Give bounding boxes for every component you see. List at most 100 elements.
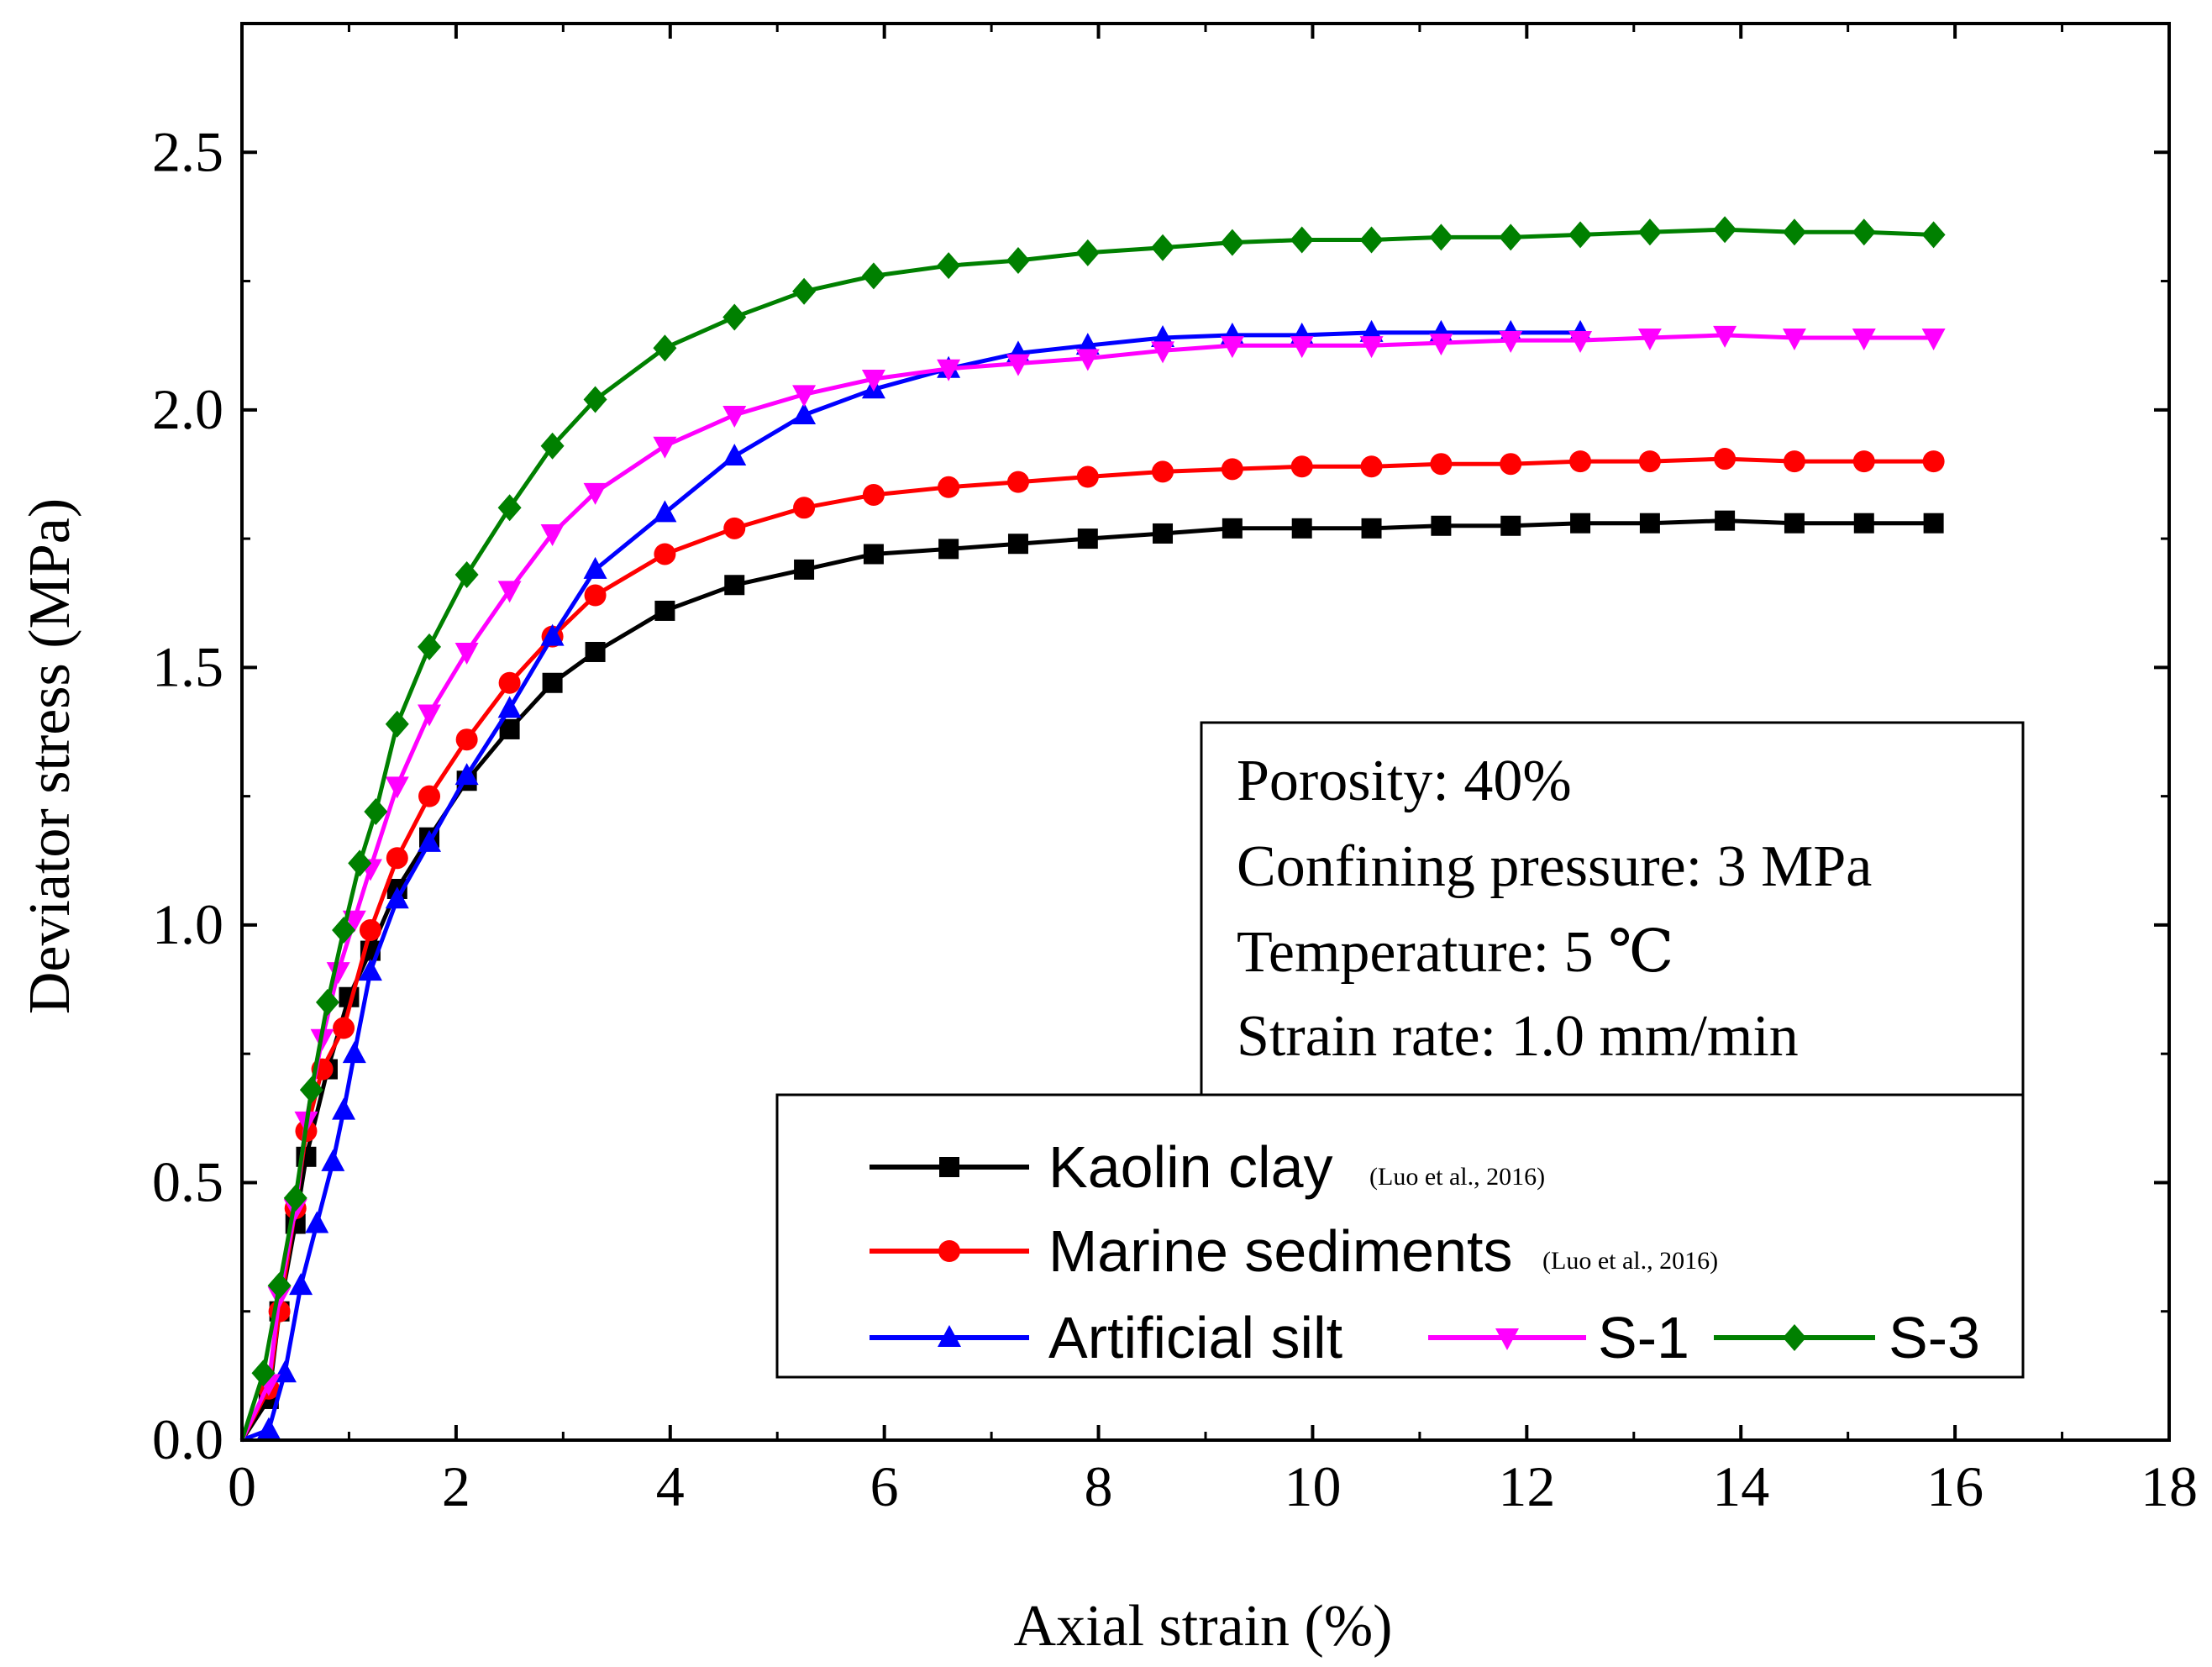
data-point-s-3 bbox=[1075, 239, 1100, 266]
data-point-s-3 bbox=[364, 798, 388, 826]
data-point-marine-sediments bbox=[862, 483, 885, 506]
x-tick-label: 18 bbox=[2141, 1454, 2198, 1518]
data-point-s-1 bbox=[326, 962, 350, 985]
legend-marker-marine-sediments bbox=[938, 1240, 960, 1262]
data-point-marine-sediments bbox=[1360, 455, 1383, 478]
data-point-kaolin-clay bbox=[1153, 523, 1174, 544]
x-tick-label: 14 bbox=[1712, 1454, 1769, 1518]
data-point-artificial-silt bbox=[722, 443, 747, 465]
data-point-s-1 bbox=[1006, 354, 1030, 376]
x-axis-tick-labels: 0 2 4 6 8 10 12 14 16 18 bbox=[228, 1454, 2198, 1518]
data-point-marine-sediments bbox=[1569, 450, 1592, 473]
data-point-s-3 bbox=[1637, 218, 1662, 246]
data-point-s-1 bbox=[497, 581, 522, 603]
data-point-s-1 bbox=[454, 642, 479, 665]
data-point-kaolin-clay bbox=[1291, 518, 1312, 539]
data-point-s-3 bbox=[937, 252, 961, 280]
data-point-s-1 bbox=[1499, 331, 1523, 354]
data-point-artificial-silt bbox=[289, 1273, 313, 1296]
data-point-marine-sediments bbox=[1638, 450, 1661, 473]
data-point-kaolin-clay bbox=[1853, 513, 1874, 534]
data-point-marine-sediments bbox=[1714, 448, 1736, 471]
legend-label-artificial-silt: Artificial silt bbox=[1048, 1305, 1342, 1370]
data-point-s-3 bbox=[722, 303, 747, 331]
legend-marker-artificial-silt bbox=[938, 1325, 961, 1347]
data-point-kaolin-clay bbox=[1500, 515, 1521, 536]
annotation-porosity: Porosity: 40% bbox=[1237, 749, 1572, 813]
data-point-s-1 bbox=[1852, 328, 1876, 350]
x-tick-label: 2 bbox=[442, 1454, 470, 1518]
data-point-artificial-silt bbox=[358, 959, 382, 981]
data-point-artificial-silt bbox=[540, 623, 565, 646]
data-point-s-3 bbox=[861, 262, 885, 290]
data-point-s-3 bbox=[1713, 216, 1737, 244]
data-point-s-3 bbox=[315, 988, 339, 1016]
x-tick-label: 6 bbox=[870, 1454, 899, 1518]
data-point-marine-sediments bbox=[1221, 458, 1243, 481]
data-point-s-1 bbox=[722, 405, 747, 428]
data-point-kaolin-clay bbox=[1077, 528, 1098, 550]
data-point-artificial-silt bbox=[332, 1097, 356, 1120]
legend-label-s3: S-3 bbox=[1889, 1305, 1980, 1370]
data-point-marine-sediments bbox=[498, 671, 521, 694]
data-point-artificial-silt bbox=[497, 696, 522, 718]
data-point-s-1 bbox=[583, 482, 607, 505]
data-point-marine-sediments bbox=[1006, 471, 1029, 493]
data-point-marine-sediments bbox=[1290, 455, 1313, 478]
data-point-s-1 bbox=[1151, 341, 1175, 364]
data-point-s-3 bbox=[1782, 218, 1806, 246]
data-point-kaolin-clay bbox=[863, 544, 884, 565]
data-point-marine-sediments bbox=[1430, 453, 1453, 476]
series-layer bbox=[239, 216, 1946, 1443]
plot-area-frame bbox=[240, 22, 2171, 1442]
data-point-s-3 bbox=[1429, 223, 1453, 251]
data-point-artificial-silt bbox=[342, 1041, 366, 1064]
data-point-marine-sediments bbox=[455, 728, 478, 751]
data-point-s-3 bbox=[1921, 221, 1946, 249]
data-point-s-3 bbox=[332, 917, 356, 944]
data-point-kaolin-clay bbox=[1784, 513, 1805, 534]
legend-label-marine-sediments: Marine sediments bbox=[1048, 1218, 1512, 1284]
data-point-marine-sediments bbox=[418, 785, 441, 807]
data-point-s-1 bbox=[1075, 349, 1100, 371]
data-point-marine-sediments bbox=[793, 497, 816, 519]
x-axis-title: Axial strain (%) bbox=[1014, 1594, 1393, 1659]
data-point-s-3 bbox=[1852, 218, 1876, 246]
data-point-s-1 bbox=[1290, 336, 1314, 359]
data-point-s-3 bbox=[792, 277, 817, 305]
legend-label-s1: S-1 bbox=[1598, 1305, 1689, 1370]
data-point-artificial-silt bbox=[792, 402, 817, 424]
data-point-s-3 bbox=[348, 849, 372, 877]
data-point-s-1 bbox=[1713, 325, 1737, 348]
data-point-marine-sediments bbox=[1500, 453, 1522, 476]
data-point-s-3 bbox=[1359, 226, 1384, 254]
data-point-artificial-silt bbox=[418, 829, 442, 852]
series-s-3 bbox=[239, 216, 1946, 1441]
data-point-s-1 bbox=[1220, 336, 1244, 359]
data-point-s-3 bbox=[497, 494, 522, 522]
data-point-s-3 bbox=[583, 386, 607, 413]
y-tick-label: 0.0 bbox=[152, 1407, 223, 1471]
y-axis-tick-labels: 0.0 0.5 1.0 1.5 2.0 2.5 bbox=[152, 119, 223, 1471]
x-tick-label: 10 bbox=[1284, 1454, 1341, 1518]
data-point-s-3 bbox=[454, 561, 479, 589]
data-point-s-3 bbox=[299, 1076, 323, 1104]
data-point-s-3 bbox=[1151, 234, 1175, 261]
data-point-kaolin-clay bbox=[542, 672, 563, 693]
legend-samples bbox=[870, 1157, 1875, 1351]
data-point-artificial-silt bbox=[583, 556, 607, 579]
data-point-kaolin-clay bbox=[938, 539, 959, 560]
legend-note-kaolin-clay: (Luo et al., 2016) bbox=[1369, 1163, 1545, 1191]
x-tick-label: 4 bbox=[656, 1454, 685, 1518]
data-point-s-1 bbox=[1637, 328, 1662, 350]
data-point-s-3 bbox=[1568, 221, 1593, 249]
data-point-s-3 bbox=[653, 334, 677, 362]
data-point-marine-sediments bbox=[1922, 450, 1945, 473]
x-tick-label: 16 bbox=[1926, 1454, 1983, 1518]
data-point-s-3 bbox=[1006, 247, 1030, 275]
data-point-s-3 bbox=[251, 1359, 276, 1387]
data-point-artificial-silt bbox=[256, 1417, 281, 1439]
data-point-marine-sediments bbox=[1152, 460, 1174, 483]
data-point-s-3 bbox=[418, 633, 442, 660]
